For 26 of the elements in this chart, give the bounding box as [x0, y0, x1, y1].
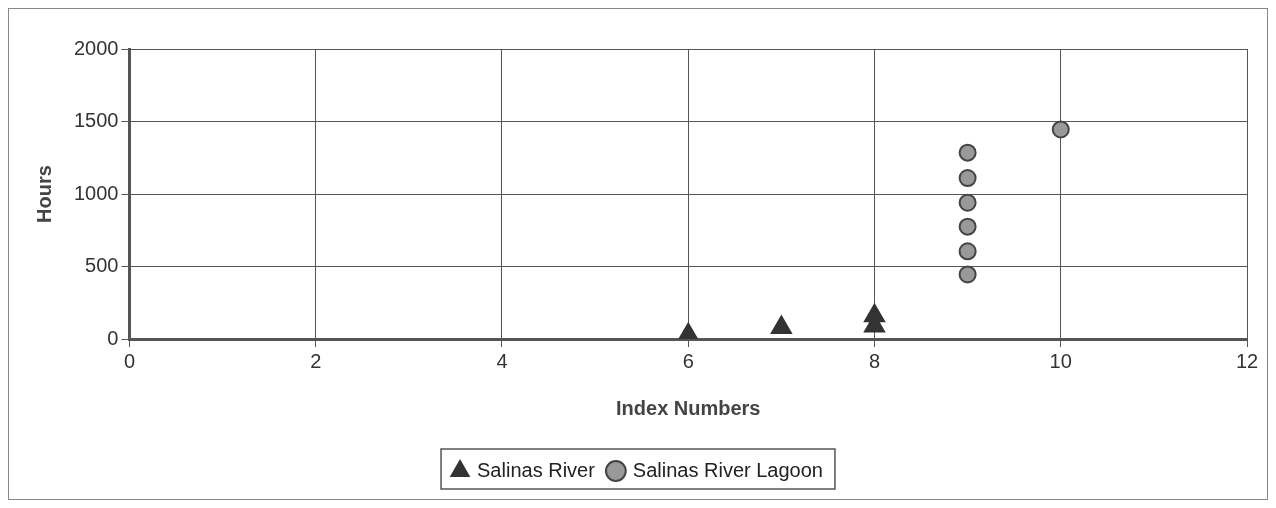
y-tick-label: 1000	[73, 181, 119, 204]
point	[958, 242, 977, 261]
x-tick-label: 2	[310, 349, 322, 372]
y-tick-label: 1500	[73, 109, 119, 132]
point	[770, 315, 792, 334]
x-tick-label: 0	[123, 349, 136, 372]
x-tick-label: 6	[682, 349, 694, 372]
point	[958, 143, 977, 162]
point	[1051, 120, 1070, 139]
x-tick-label: 10	[1049, 349, 1072, 372]
point	[958, 265, 977, 284]
x-axis-title: Index Numbers	[616, 396, 761, 419]
x-tick-label: 4	[496, 349, 508, 372]
point	[958, 217, 977, 236]
point	[863, 303, 886, 323]
point	[958, 193, 977, 212]
y-tick-label: 500	[85, 254, 119, 277]
y-tick-label: 2000	[73, 36, 119, 59]
legend-label: Salinas River Lagoon	[632, 458, 823, 481]
x-tick-label: 8	[868, 349, 881, 372]
y-tick-label: 0	[107, 326, 119, 349]
y-axis-title: Hours	[32, 165, 55, 223]
point	[958, 169, 977, 188]
legend-label: Salinas River	[477, 458, 596, 481]
point	[677, 322, 699, 339]
x-tick-label: 12	[1235, 349, 1259, 372]
